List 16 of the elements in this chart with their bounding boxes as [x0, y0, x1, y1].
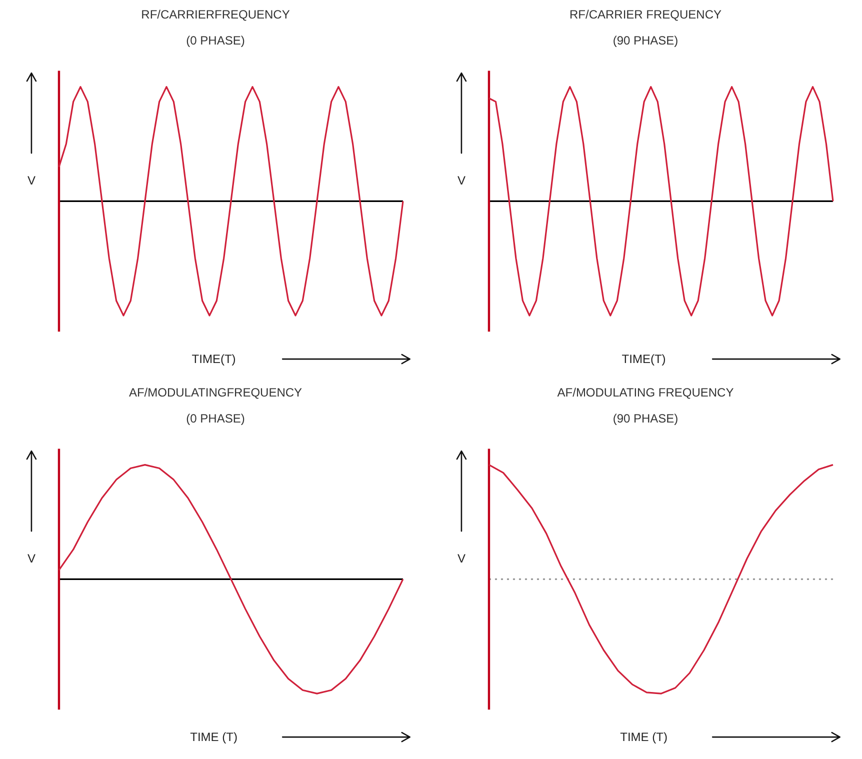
- x-axis-title: TIME (T): [620, 730, 668, 744]
- y-axis-title: V: [457, 174, 466, 188]
- chart-subtitle: (90 PHASE): [612, 412, 678, 426]
- y-axis-title: V: [457, 552, 466, 566]
- chart-title: RF/CARRIERFREQUENCY: [141, 8, 290, 22]
- chart-title: AF/MODULATINGFREQUENCY: [128, 386, 302, 400]
- chart-subtitle: (0 PHASE): [186, 34, 245, 48]
- x-axis-title: TIME (T): [190, 730, 238, 744]
- x-axis-title: TIME(T): [622, 352, 666, 366]
- x-axis-title: TIME(T): [192, 352, 236, 366]
- chart-subtitle: (0 PHASE): [186, 412, 245, 426]
- y-axis-title: V: [27, 552, 36, 566]
- chart-subtitle: (90 PHASE): [612, 34, 678, 48]
- chart-title: AF/MODULATING FREQUENCY: [557, 386, 734, 400]
- chart-title: RF/CARRIER FREQUENCY: [569, 8, 722, 22]
- y-axis-title: V: [27, 174, 36, 188]
